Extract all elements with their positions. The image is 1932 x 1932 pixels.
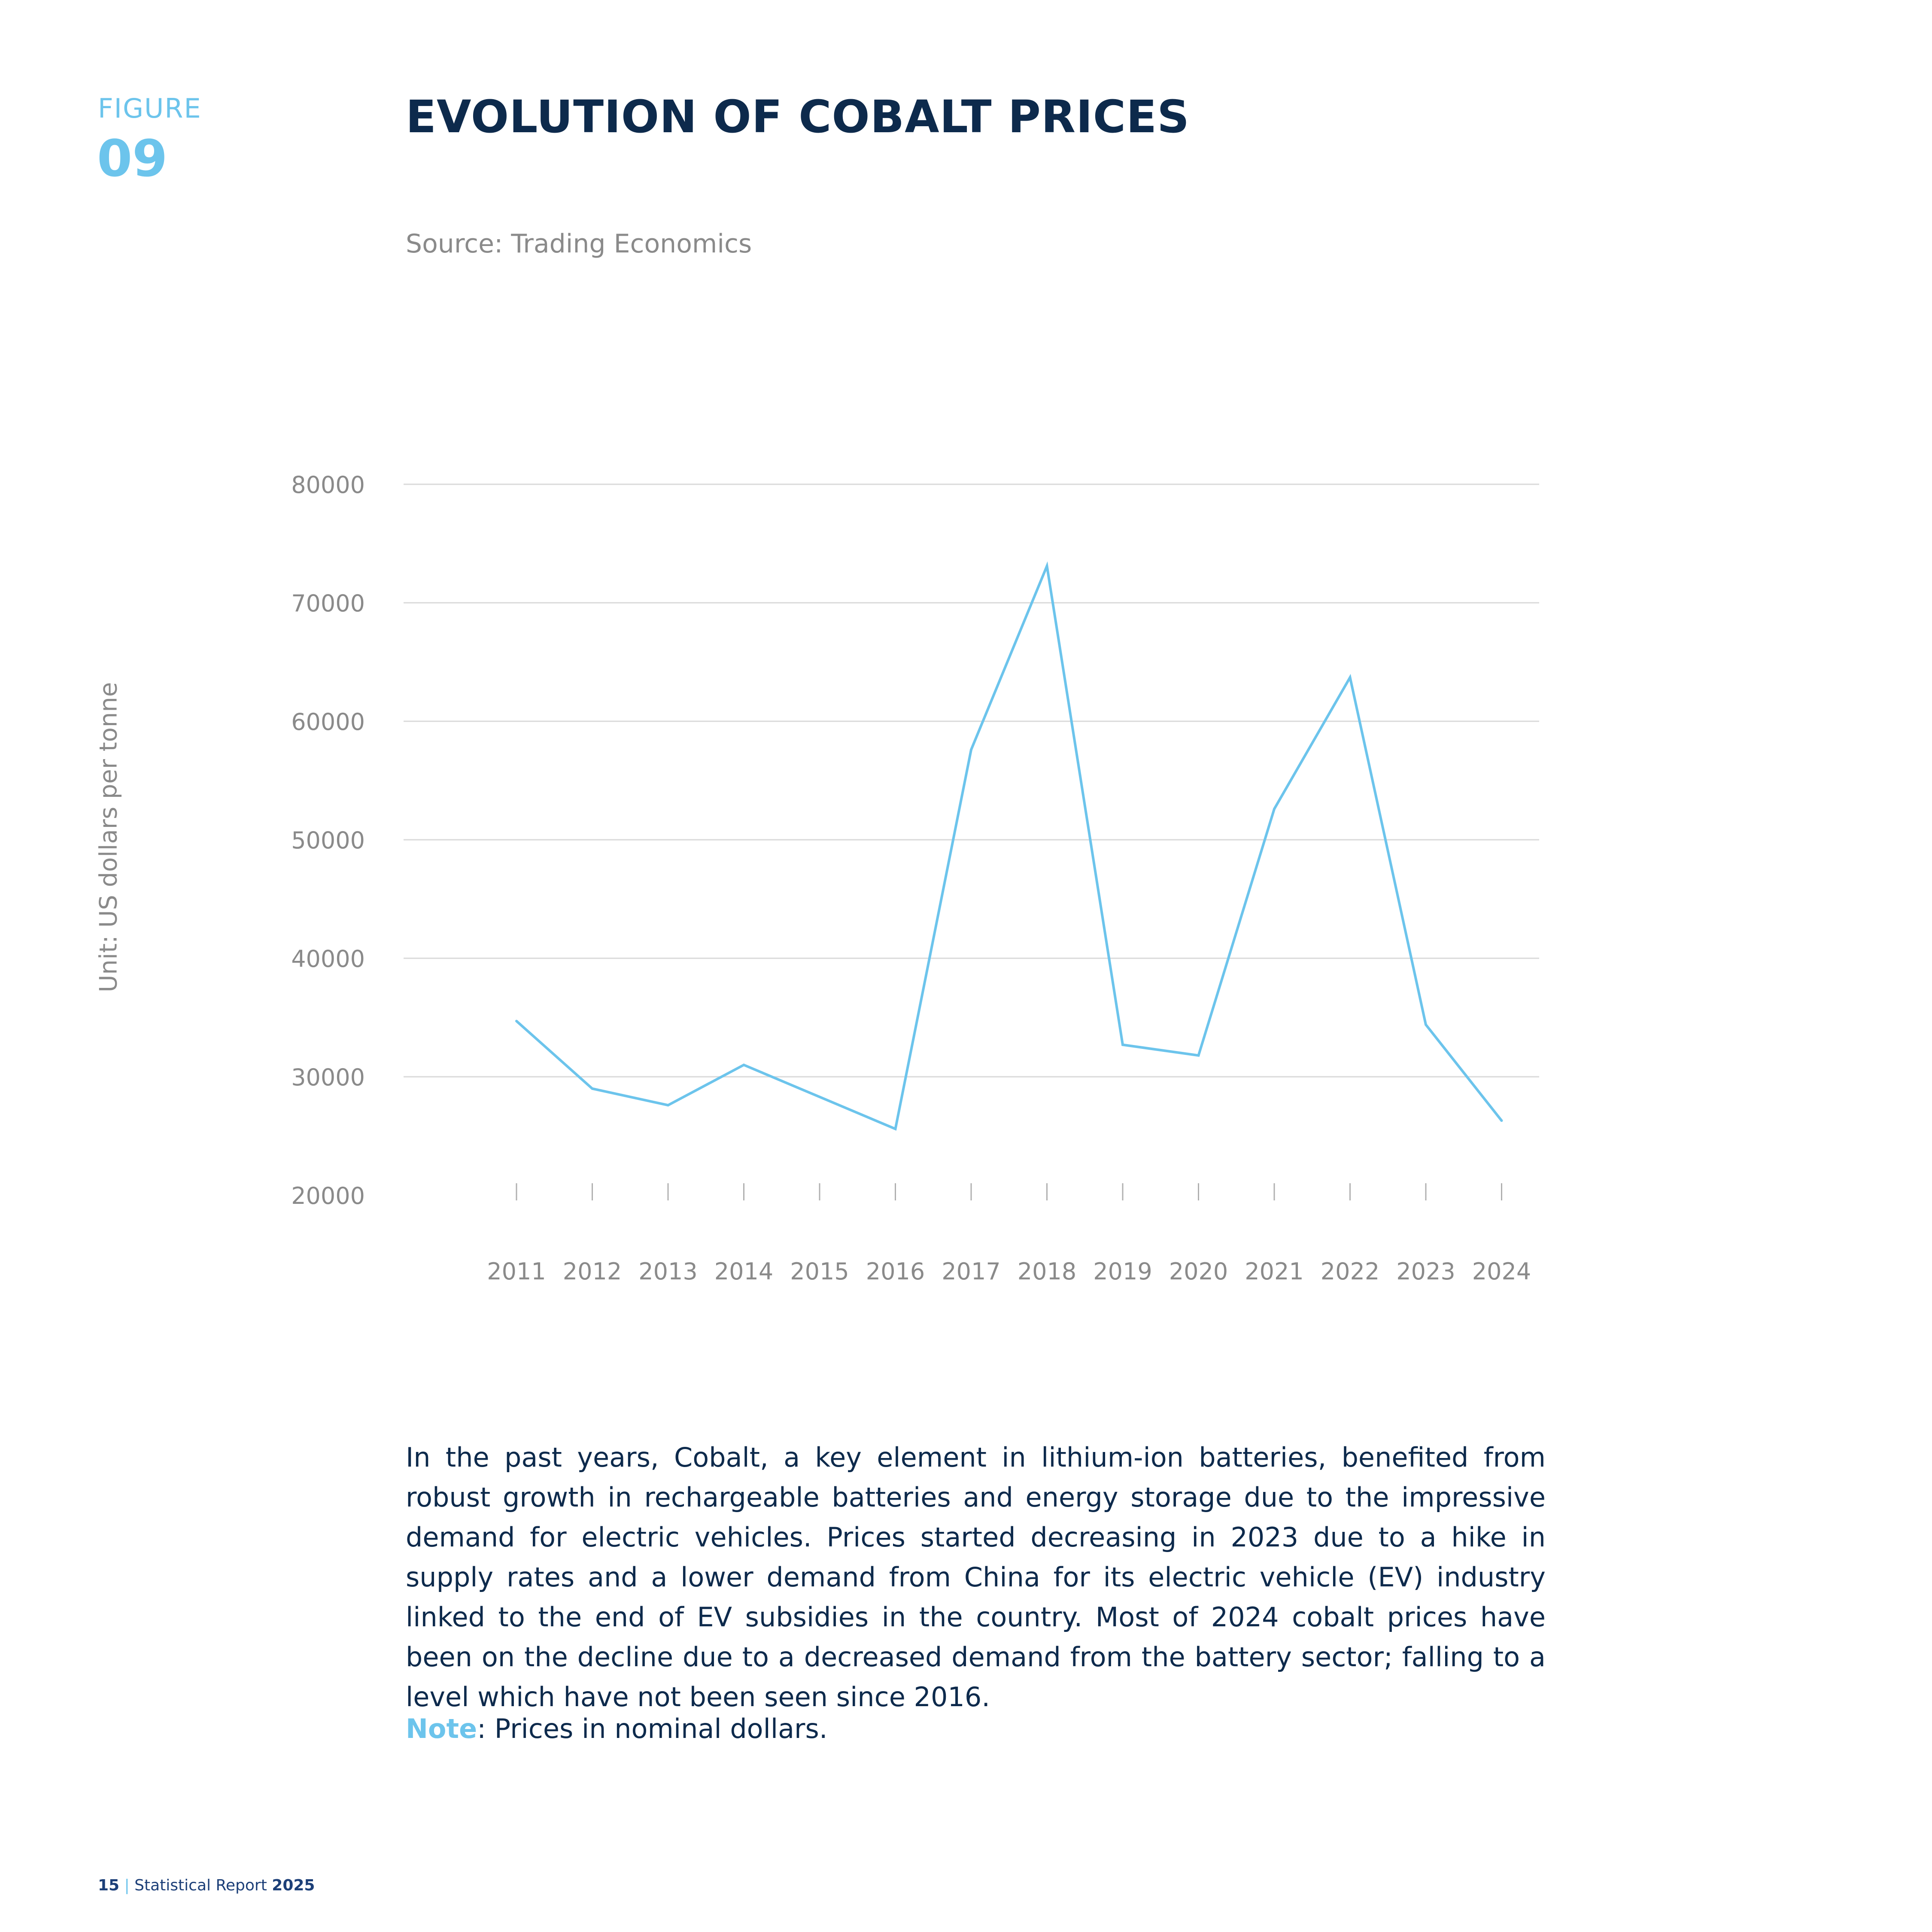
data-point: [1121, 1043, 1124, 1046]
x-tick-label: 2021: [1245, 1258, 1303, 1285]
y-tick-label: 60000: [291, 708, 365, 735]
note-text: : Prices in nominal dollars.: [477, 1713, 828, 1744]
data-point: [1045, 565, 1048, 568]
note-label: Note: [406, 1713, 477, 1744]
data-point: [591, 1087, 594, 1090]
footer-separator: |: [124, 1877, 130, 1894]
x-tick-label: 2019: [1093, 1258, 1152, 1285]
x-tick-label: 2011: [487, 1258, 546, 1285]
page-number: 15: [98, 1877, 120, 1894]
x-tick-label: 2018: [1018, 1258, 1076, 1285]
figure-number: 09: [97, 129, 168, 188]
data-point: [1197, 1054, 1200, 1057]
y-tick-label: 80000: [291, 471, 365, 498]
series-line: [516, 561, 1503, 1131]
chart-source: Source: Trading Economics: [406, 229, 752, 259]
y-tick-label: 40000: [291, 945, 365, 972]
footer-year: 2025: [272, 1877, 315, 1894]
figure-label: FIGURE: [98, 93, 202, 124]
x-tick-label: 2014: [714, 1258, 773, 1285]
data-point: [970, 748, 972, 751]
body-paragraph: In the past years, Cobalt, a key element…: [406, 1442, 1546, 1713]
x-tick-label: 2015: [790, 1258, 849, 1285]
x-tick-label: 2020: [1169, 1258, 1228, 1285]
x-tick-label: 2013: [638, 1258, 697, 1285]
chart-title: EVOLUTION OF COBALT PRICES: [406, 91, 1190, 143]
data-point: [667, 1104, 669, 1107]
data-point: [818, 1095, 821, 1098]
data-point: [742, 1063, 745, 1066]
line-chart: 20000 30000 40000 50000 60000 70000 80000 2011 2…: [291, 471, 1539, 1285]
x-tick-label: 2017: [942, 1258, 1000, 1285]
y-tick-label: 30000: [291, 1064, 365, 1091]
page-footer: 15 | Statistical Report 2025: [98, 1878, 315, 1893]
data-point: [1500, 1119, 1503, 1122]
data-point: [1273, 808, 1276, 811]
x-tick-label: 2024: [1472, 1258, 1531, 1285]
x-tick-label: 2016: [866, 1258, 925, 1285]
data-point: [894, 1127, 897, 1130]
y-tick-label: 20000: [291, 1182, 365, 1209]
data-point: [515, 1020, 518, 1023]
x-tick-label: 2022: [1321, 1258, 1379, 1285]
note: Note: Prices in nominal dollars.: [406, 1716, 828, 1742]
y-tick-label: 70000: [291, 590, 365, 617]
x-tick-label: 2012: [563, 1258, 622, 1285]
data-point: [1349, 676, 1352, 679]
y-tick-label: 50000: [291, 827, 365, 854]
x-tick-label: 2023: [1396, 1258, 1455, 1285]
footer-report: Statistical Report: [134, 1877, 267, 1894]
data-point: [1425, 1023, 1427, 1026]
